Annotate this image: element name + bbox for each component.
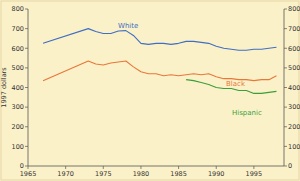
y-tick <box>284 87 287 88</box>
x-tick-label: 1970 <box>57 170 74 178</box>
y-tick-label: 300 <box>12 103 24 111</box>
x-tick-label: 1965 <box>20 170 37 178</box>
y-tick <box>284 166 287 167</box>
y-tick <box>284 9 287 10</box>
x-tick <box>103 166 104 169</box>
y-tick <box>284 48 287 49</box>
x-tick-label: 1985 <box>170 170 187 178</box>
y-tick-label: 100 <box>288 143 300 151</box>
y-tick <box>25 28 28 29</box>
y-axis-label: 1997 dollars <box>0 67 8 108</box>
x-tick <box>140 166 141 169</box>
y-tick <box>25 166 28 167</box>
series-line <box>43 29 276 51</box>
x-tick <box>28 166 29 169</box>
y-tick <box>25 107 28 108</box>
series-label: Hispanic <box>232 109 262 117</box>
y-tick <box>25 9 28 10</box>
x-tick-label: 1975 <box>95 170 112 178</box>
y-tick-label: 700 <box>12 25 24 33</box>
y-tick-label: 0 <box>288 162 292 170</box>
y-tick-label: 400 <box>12 84 24 92</box>
y-tick <box>284 126 287 127</box>
x-axis <box>28 166 284 167</box>
y-tick-label: 200 <box>288 123 300 131</box>
series-label: Black <box>226 80 246 88</box>
y-tick <box>25 146 28 147</box>
x-tick-label: 1995 <box>246 170 263 178</box>
plot-lines <box>43 29 276 94</box>
series-line <box>186 80 276 94</box>
x-tick <box>253 166 254 169</box>
y-tick-label: 200 <box>12 123 24 131</box>
x-tick <box>178 166 179 169</box>
y-tick-label: 800 <box>288 5 300 13</box>
y-tick <box>25 48 28 49</box>
y-tick <box>284 67 287 68</box>
background <box>1 1 299 180</box>
y-tick <box>25 126 28 127</box>
y-tick <box>284 28 287 29</box>
y-tick-label: 800 <box>12 5 24 13</box>
y-tick-label: 700 <box>288 25 300 33</box>
series-line <box>43 61 276 81</box>
y-tick <box>284 146 287 147</box>
y-tick-label: 500 <box>12 64 24 72</box>
y-tick-label: 300 <box>288 103 300 111</box>
y-tick-label: 600 <box>12 45 24 53</box>
y-tick-label: 500 <box>288 64 300 72</box>
x-tick-label: 1990 <box>208 170 225 178</box>
x-tick-label: 1980 <box>133 170 150 178</box>
y-tick-label: 400 <box>288 84 300 92</box>
y-tick-label: 600 <box>288 45 300 53</box>
chart: 0010010020020030030040040050050060060070… <box>0 0 300 181</box>
y-tick <box>25 67 28 68</box>
y-tick-label: 100 <box>12 143 24 151</box>
y-tick <box>284 107 287 108</box>
x-tick <box>65 166 66 169</box>
y-tick <box>25 87 28 88</box>
series-label: White <box>118 22 138 30</box>
x-tick <box>216 166 217 169</box>
